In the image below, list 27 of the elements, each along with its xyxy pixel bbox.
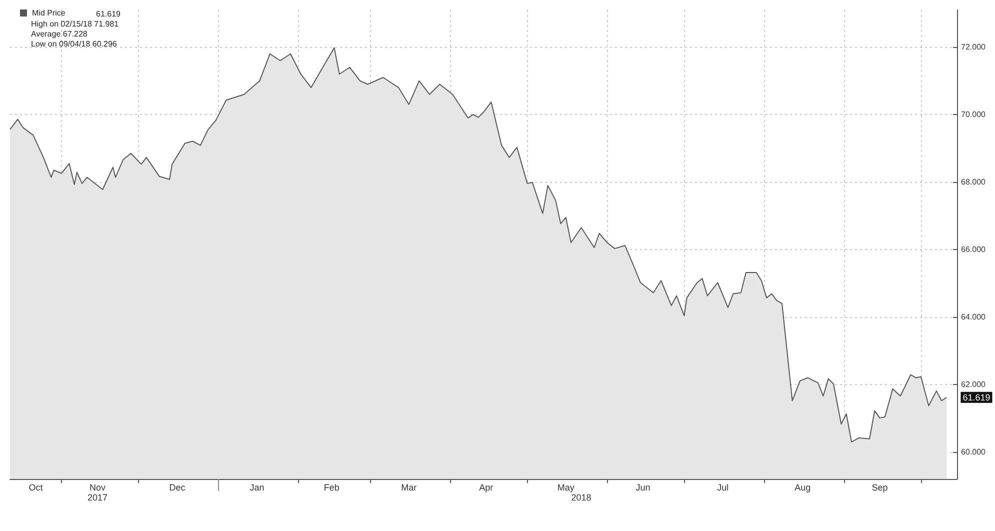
- x-tick-label: Mar: [401, 482, 417, 492]
- x2-tick-label: 2017: [87, 492, 108, 502]
- x-tick-label: Dec: [169, 482, 186, 492]
- y-tick-label: 68.000: [961, 178, 986, 187]
- data-label: 61.619: [962, 392, 990, 402]
- annotation: High on 02/15/18 71.981: [31, 20, 120, 28]
- y-tick-label: 72.000: [961, 42, 986, 52]
- legend-label: Mid Price: [32, 8, 66, 18]
- x2-tick-label: 2018: [571, 492, 592, 502]
- annotation: Low on 09/04/18 60.296: [31, 40, 118, 48]
- x-tick-label: Aug: [794, 482, 811, 492]
- x-tick-label: Feb: [324, 482, 340, 492]
- y-tick-label: 62.000: [961, 380, 986, 390]
- y-tick-label: 64.000: [961, 312, 986, 322]
- x-tick-label: Jan: [250, 482, 264, 492]
- y-tick-label: 60.000: [961, 448, 986, 457]
- x-tick-label: May: [557, 482, 575, 492]
- x-tick-label: Nov: [89, 482, 106, 492]
- y-tick-label: 66.000: [961, 245, 986, 254]
- y-tick-label: 70.000: [961, 110, 986, 120]
- annotation: Average 67.228: [31, 30, 88, 38]
- x-tick-label: Oct: [28, 482, 44, 492]
- x-tick-label: Jun: [636, 482, 650, 492]
- x-tick-label: Apr: [479, 482, 494, 492]
- x-tick-label: Jul: [717, 482, 729, 492]
- x-tick-label: Sep: [872, 482, 888, 492]
- text: 61.619: [96, 10, 120, 18]
